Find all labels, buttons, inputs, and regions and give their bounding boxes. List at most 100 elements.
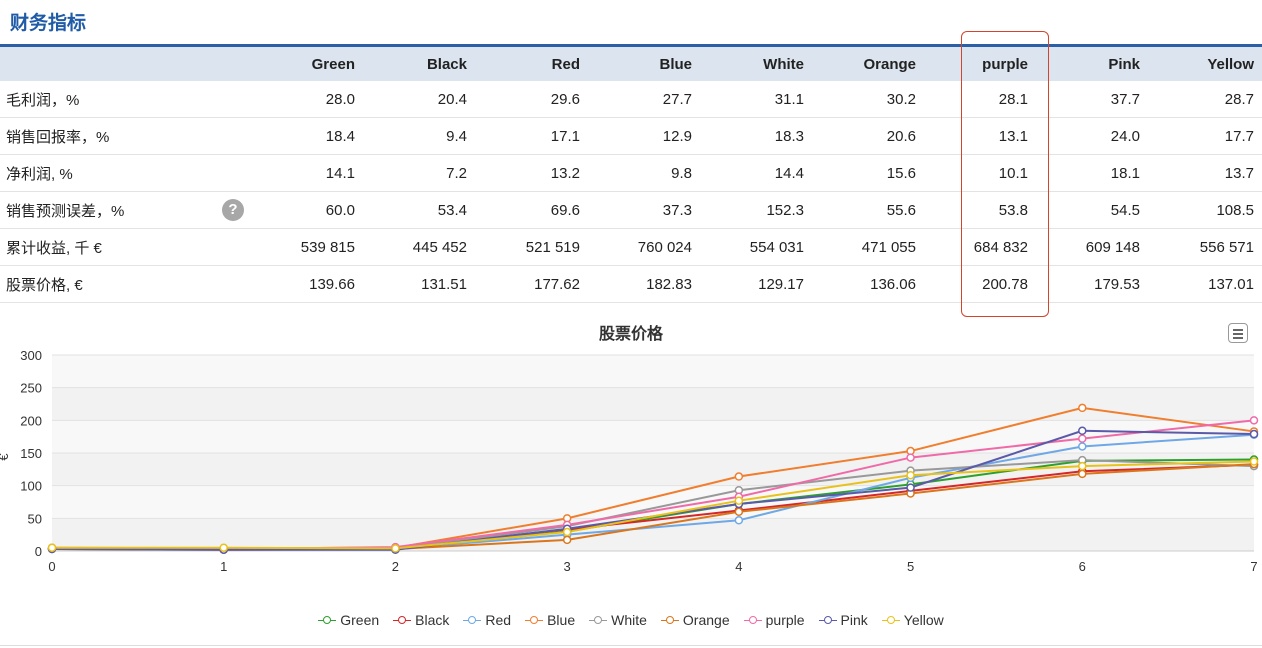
table-cell: 10.1 bbox=[924, 154, 1036, 192]
x-tick-label: 3 bbox=[564, 559, 571, 574]
column-header: Yellow bbox=[1148, 47, 1262, 81]
legend-marker-icon bbox=[318, 615, 337, 625]
table-cell: 55.6 bbox=[812, 191, 924, 229]
x-tick-label: 7 bbox=[1250, 559, 1257, 574]
table-cell: 108.5 bbox=[1148, 191, 1262, 229]
data-point-pink bbox=[1249, 429, 1259, 439]
row-label-text: 累计收益, 千 € bbox=[6, 239, 102, 257]
y-axis-label: € bbox=[0, 453, 11, 461]
legend-item[interactable]: Blue bbox=[525, 612, 575, 628]
column-header: Red bbox=[475, 47, 588, 81]
help-icon[interactable]: ? bbox=[222, 199, 244, 221]
table-cell: 53.4 bbox=[363, 191, 475, 229]
legend-item[interactable]: Black bbox=[393, 612, 449, 628]
table-cell: 9.4 bbox=[363, 117, 475, 155]
table-cell: 539 815 bbox=[250, 228, 363, 266]
data-point-yellow bbox=[47, 543, 57, 552]
table-cell: 18.4 bbox=[250, 117, 363, 155]
row-label: 毛利润，% bbox=[0, 81, 250, 118]
legend-item[interactable]: White bbox=[589, 612, 647, 628]
table-cell: 20.6 bbox=[812, 117, 924, 155]
table-cell: 684 832 bbox=[924, 228, 1036, 266]
row-label: 销售预测误差，%? bbox=[0, 191, 250, 229]
y-tick-label: 50 bbox=[28, 511, 42, 526]
data-point-orange bbox=[562, 535, 572, 545]
y-tick-label: 250 bbox=[20, 381, 42, 396]
legend-marker-icon bbox=[881, 615, 900, 625]
data-point-red bbox=[734, 516, 744, 525]
table-cell: 20.4 bbox=[363, 81, 475, 118]
table-cell: 445 452 bbox=[363, 228, 475, 266]
data-point-pink bbox=[906, 483, 915, 492]
row-label-text: 销售回报率，% bbox=[6, 128, 110, 146]
table-cell: 37.7 bbox=[1036, 81, 1148, 118]
data-point-pink bbox=[1078, 426, 1087, 436]
hamburger-menu-icon[interactable] bbox=[1228, 323, 1248, 343]
y-tick-label: 100 bbox=[20, 479, 42, 494]
legend-label: White bbox=[611, 612, 647, 628]
table-cell: 129.17 bbox=[700, 265, 812, 303]
plot-band bbox=[52, 453, 1254, 486]
legend-label: Green bbox=[340, 612, 380, 628]
table-cell: 17.7 bbox=[1148, 117, 1262, 155]
table-cell: 12.9 bbox=[588, 117, 700, 155]
column-header: White bbox=[700, 47, 812, 81]
table-row: 销售预测误差，%? 60.0 53.4 69.6 37.3 152.3 55.6 53.8 54… bbox=[0, 191, 1262, 229]
table-cell: 28.7 bbox=[1148, 81, 1262, 118]
plot-band bbox=[52, 485, 1254, 519]
data-point-yellow bbox=[219, 543, 228, 552]
x-tick-label: 1 bbox=[220, 559, 227, 574]
table-row: 累计收益, 千 € 539 815 445 452 521 519 760 024 554… bbox=[0, 228, 1262, 266]
page-title: 财务指标 bbox=[10, 13, 87, 34]
table-cell: 14.4 bbox=[700, 154, 812, 192]
legend-marker-icon bbox=[393, 615, 412, 625]
table-cell: 136.06 bbox=[812, 265, 924, 303]
table-cell: 28.0 bbox=[250, 81, 363, 118]
table-cell: 139.66 bbox=[250, 265, 363, 303]
table-cell: 18.1 bbox=[1036, 154, 1148, 192]
table-cell: 24.0 bbox=[1036, 117, 1148, 155]
table-cell: 60.0 bbox=[250, 191, 363, 229]
x-tick-label: 0 bbox=[48, 559, 55, 574]
data-point-blue bbox=[1078, 403, 1087, 413]
legend-label: Blue bbox=[547, 612, 576, 628]
data-point-orange bbox=[1078, 469, 1087, 479]
table-cell: 13.7 bbox=[1148, 154, 1262, 192]
legend-marker-icon bbox=[525, 615, 544, 625]
table-cell: 471 055 bbox=[812, 228, 924, 266]
plot-band bbox=[52, 355, 1254, 388]
legend-item[interactable]: Pink bbox=[818, 612, 868, 628]
x-tick-label: 5 bbox=[907, 559, 914, 574]
column-header-label bbox=[0, 47, 250, 81]
y-tick-label: 200 bbox=[20, 413, 42, 428]
legend-item[interactable]: Red bbox=[463, 612, 511, 628]
table-row: 销售回报率，% 18.4 9.4 17.1 12.9 18.3 20.6 13.1 24.0 17… bbox=[0, 117, 1262, 155]
table-cell: 13.1 bbox=[924, 117, 1036, 155]
column-header: Orange bbox=[812, 47, 924, 81]
table-cell: 179.53 bbox=[1036, 265, 1148, 303]
table-cell: 31.1 bbox=[700, 81, 812, 118]
x-tick-label: 4 bbox=[735, 559, 742, 574]
legend-item[interactable]: Green bbox=[318, 612, 379, 628]
table-cell: 69.6 bbox=[475, 191, 588, 229]
legend-item[interactable]: Orange bbox=[660, 612, 730, 628]
legend-label: purple bbox=[765, 612, 805, 628]
table-cell: 177.62 bbox=[475, 265, 588, 303]
row-label-text: 股票价格, € bbox=[6, 276, 83, 294]
legend-item[interactable]: Yellow bbox=[881, 612, 944, 628]
chart-title: 股票价格 bbox=[598, 326, 663, 343]
table-cell: 27.7 bbox=[588, 81, 700, 118]
data-point-red bbox=[1078, 442, 1087, 451]
row-label-text: 销售预测误差，% bbox=[6, 202, 125, 220]
x-tick-label: 6 bbox=[1079, 559, 1086, 574]
column-header: Black bbox=[363, 47, 475, 81]
legend-item[interactable]: purple bbox=[743, 612, 805, 628]
table-cell: 54.5 bbox=[1036, 191, 1148, 229]
table-row: 净利润, % 14.1 7.2 13.2 9.8 14.4 15.6 10.1 18.1 13.7 bbox=[0, 154, 1262, 192]
table-header-row: Green Black Red Blue White Orange purple… bbox=[0, 47, 1262, 81]
y-tick-label: 0 bbox=[35, 544, 42, 559]
row-label-text: 净利润, % bbox=[6, 165, 73, 183]
table-cell: 131.51 bbox=[363, 265, 475, 303]
data-point-yellow bbox=[562, 527, 572, 537]
row-label: 销售回报率，% bbox=[0, 117, 250, 155]
